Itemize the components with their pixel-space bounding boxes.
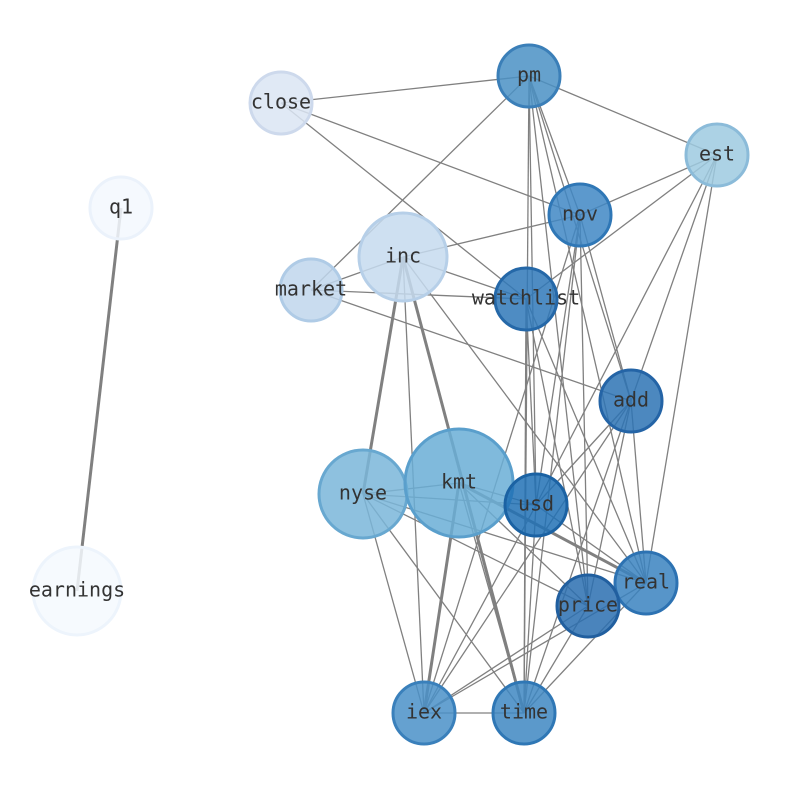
- node: [613, 550, 679, 616]
- edge: [535, 214, 581, 506]
- edge: [310, 289, 632, 402]
- edge: [645, 154, 718, 584]
- node-label: nov: [562, 202, 598, 226]
- node-label: nyse: [339, 481, 387, 505]
- node-label: iex: [406, 700, 442, 724]
- node-label: time: [500, 700, 548, 724]
- edge: [280, 102, 527, 300]
- edge: [402, 256, 647, 584]
- node: [503, 472, 569, 538]
- node-label: watchlist: [472, 286, 580, 310]
- node: [491, 680, 557, 746]
- node: [31, 545, 123, 637]
- node: [547, 182, 613, 248]
- edge: [423, 504, 537, 714]
- edge: [525, 298, 647, 584]
- nodes: [31, 43, 750, 746]
- edge: [280, 102, 581, 216]
- edge: [528, 75, 647, 584]
- node: [684, 122, 750, 188]
- edge: [525, 298, 537, 506]
- edge: [535, 154, 718, 506]
- edge: [423, 400, 632, 714]
- edge: [523, 504, 537, 714]
- edge: [523, 400, 632, 714]
- node: [598, 368, 664, 434]
- node-label: pm: [517, 63, 541, 87]
- node: [555, 573, 621, 639]
- node-label: q1: [109, 195, 133, 219]
- node: [496, 43, 562, 109]
- edge: [280, 75, 530, 104]
- node: [88, 175, 154, 241]
- node: [278, 257, 344, 323]
- node-label: market: [275, 277, 347, 301]
- node: [248, 70, 314, 136]
- edge: [528, 75, 589, 607]
- node-label: close: [251, 90, 311, 114]
- node: [493, 266, 559, 332]
- node-label: add: [613, 388, 649, 412]
- edge: [525, 154, 718, 300]
- node: [391, 680, 457, 746]
- edge: [523, 214, 581, 714]
- edge: [630, 154, 718, 402]
- node-label: earnings: [29, 578, 125, 602]
- node-label: est: [699, 142, 735, 166]
- node-label: price: [558, 593, 618, 617]
- edge: [423, 605, 589, 714]
- labels: pm close est q1 nov inc market watchlist add nyse…: [29, 63, 735, 724]
- edge: [310, 75, 530, 291]
- node-label: real: [622, 570, 670, 594]
- node-label: usd: [518, 492, 554, 516]
- edge: [587, 400, 632, 607]
- edge: [528, 75, 718, 156]
- node-label: kmt: [441, 470, 477, 494]
- edge: [75, 207, 123, 592]
- node-label: inc: [385, 244, 421, 268]
- node: [357, 211, 449, 303]
